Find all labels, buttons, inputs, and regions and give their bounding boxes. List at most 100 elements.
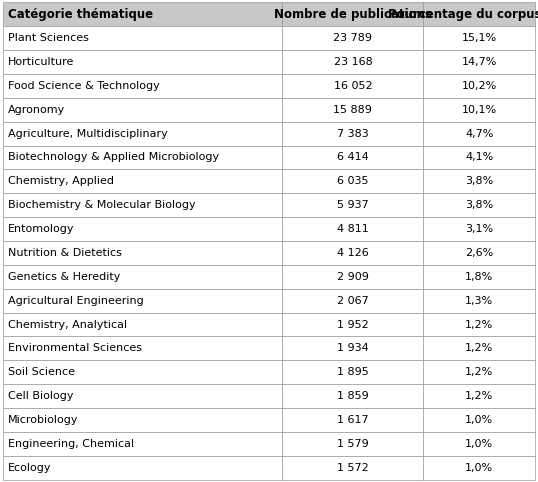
Text: 2 067: 2 067	[337, 295, 369, 306]
Text: 15,1%: 15,1%	[462, 33, 497, 43]
Bar	[423, 74, 535, 98]
Bar	[282, 361, 423, 384]
Bar	[3, 289, 282, 313]
Text: 10,1%: 10,1%	[462, 105, 497, 115]
Text: Plant Sciences: Plant Sciences	[8, 33, 89, 43]
Text: Food Science & Technology: Food Science & Technology	[8, 81, 160, 91]
Text: 4,1%: 4,1%	[465, 152, 493, 162]
Bar	[3, 50, 282, 74]
Bar	[423, 336, 535, 361]
Text: 1 934: 1 934	[337, 343, 369, 353]
Text: 3,1%: 3,1%	[465, 224, 493, 234]
Bar	[423, 241, 535, 265]
Bar	[423, 98, 535, 121]
Text: 2,6%: 2,6%	[465, 248, 493, 258]
Text: Chemistry, Applied: Chemistry, Applied	[8, 176, 114, 187]
Bar	[282, 456, 423, 480]
Bar	[3, 98, 282, 121]
Bar	[282, 2, 423, 26]
Text: Agricultural Engineering: Agricultural Engineering	[8, 295, 144, 306]
Text: 23 168: 23 168	[334, 57, 372, 67]
Bar	[3, 74, 282, 98]
Text: 1,3%: 1,3%	[465, 295, 493, 306]
Text: 5 937: 5 937	[337, 200, 369, 210]
Bar	[282, 122, 423, 146]
Bar	[282, 384, 423, 408]
Text: 10,2%: 10,2%	[462, 81, 497, 91]
Text: Soil Science: Soil Science	[8, 367, 75, 377]
Text: 1 572: 1 572	[337, 463, 369, 473]
Bar	[282, 74, 423, 98]
Bar	[423, 408, 535, 432]
Bar	[423, 170, 535, 193]
Bar	[282, 217, 423, 241]
Text: 1 952: 1 952	[337, 320, 369, 330]
Bar	[3, 265, 282, 289]
Text: Pourcentage du corpus F&L: Pourcentage du corpus F&L	[388, 8, 538, 21]
Bar	[282, 50, 423, 74]
Text: 1,2%: 1,2%	[465, 391, 493, 401]
Text: Horticulture: Horticulture	[8, 57, 74, 67]
Bar	[3, 26, 282, 50]
Text: 1 579: 1 579	[337, 439, 369, 449]
Bar	[3, 336, 282, 361]
Bar	[282, 241, 423, 265]
Bar	[3, 384, 282, 408]
Text: 1,0%: 1,0%	[465, 463, 493, 473]
Bar	[282, 289, 423, 313]
Bar	[282, 146, 423, 170]
Text: Cell Biology: Cell Biology	[8, 391, 74, 401]
Bar	[3, 361, 282, 384]
Text: 23 789: 23 789	[334, 33, 372, 43]
Bar	[3, 122, 282, 146]
Bar	[423, 2, 535, 26]
Text: 4 811: 4 811	[337, 224, 369, 234]
Text: 4 126: 4 126	[337, 248, 369, 258]
Bar	[423, 361, 535, 384]
Bar	[282, 170, 423, 193]
Bar	[282, 98, 423, 121]
Text: 6 414: 6 414	[337, 152, 369, 162]
Bar	[3, 217, 282, 241]
Bar	[3, 170, 282, 193]
Bar	[282, 432, 423, 456]
Bar	[423, 432, 535, 456]
Bar	[282, 26, 423, 50]
Bar	[3, 2, 282, 26]
Text: Nombre de publications: Nombre de publications	[274, 8, 432, 21]
Text: Ecology: Ecology	[8, 463, 52, 473]
Bar	[3, 241, 282, 265]
Text: 4,7%: 4,7%	[465, 129, 493, 139]
Text: 1 895: 1 895	[337, 367, 369, 377]
Bar	[3, 408, 282, 432]
Bar	[3, 456, 282, 480]
Bar	[282, 313, 423, 336]
Text: 1,2%: 1,2%	[465, 343, 493, 353]
Text: Biochemistry & Molecular Biology: Biochemistry & Molecular Biology	[8, 200, 196, 210]
Bar	[3, 146, 282, 170]
Bar	[423, 122, 535, 146]
Text: 7 383: 7 383	[337, 129, 369, 139]
Bar	[282, 193, 423, 217]
Bar	[423, 146, 535, 170]
Text: 16 052: 16 052	[334, 81, 372, 91]
Text: 1,2%: 1,2%	[465, 320, 493, 330]
Bar	[423, 456, 535, 480]
Text: Genetics & Heredity: Genetics & Heredity	[8, 272, 121, 282]
Bar	[423, 193, 535, 217]
Text: 1,0%: 1,0%	[465, 415, 493, 425]
Text: Biotechnology & Applied Microbiology: Biotechnology & Applied Microbiology	[8, 152, 219, 162]
Bar	[423, 217, 535, 241]
Bar	[423, 26, 535, 50]
Text: 1,8%: 1,8%	[465, 272, 493, 282]
Bar	[282, 265, 423, 289]
Text: Entomology: Entomology	[8, 224, 75, 234]
Text: Chemistry, Analytical: Chemistry, Analytical	[8, 320, 127, 330]
Text: 3,8%: 3,8%	[465, 176, 493, 187]
Bar	[3, 313, 282, 336]
Bar	[3, 193, 282, 217]
Text: Microbiology: Microbiology	[8, 415, 79, 425]
Bar	[423, 313, 535, 336]
Bar	[423, 50, 535, 74]
Text: Environmental Sciences: Environmental Sciences	[8, 343, 142, 353]
